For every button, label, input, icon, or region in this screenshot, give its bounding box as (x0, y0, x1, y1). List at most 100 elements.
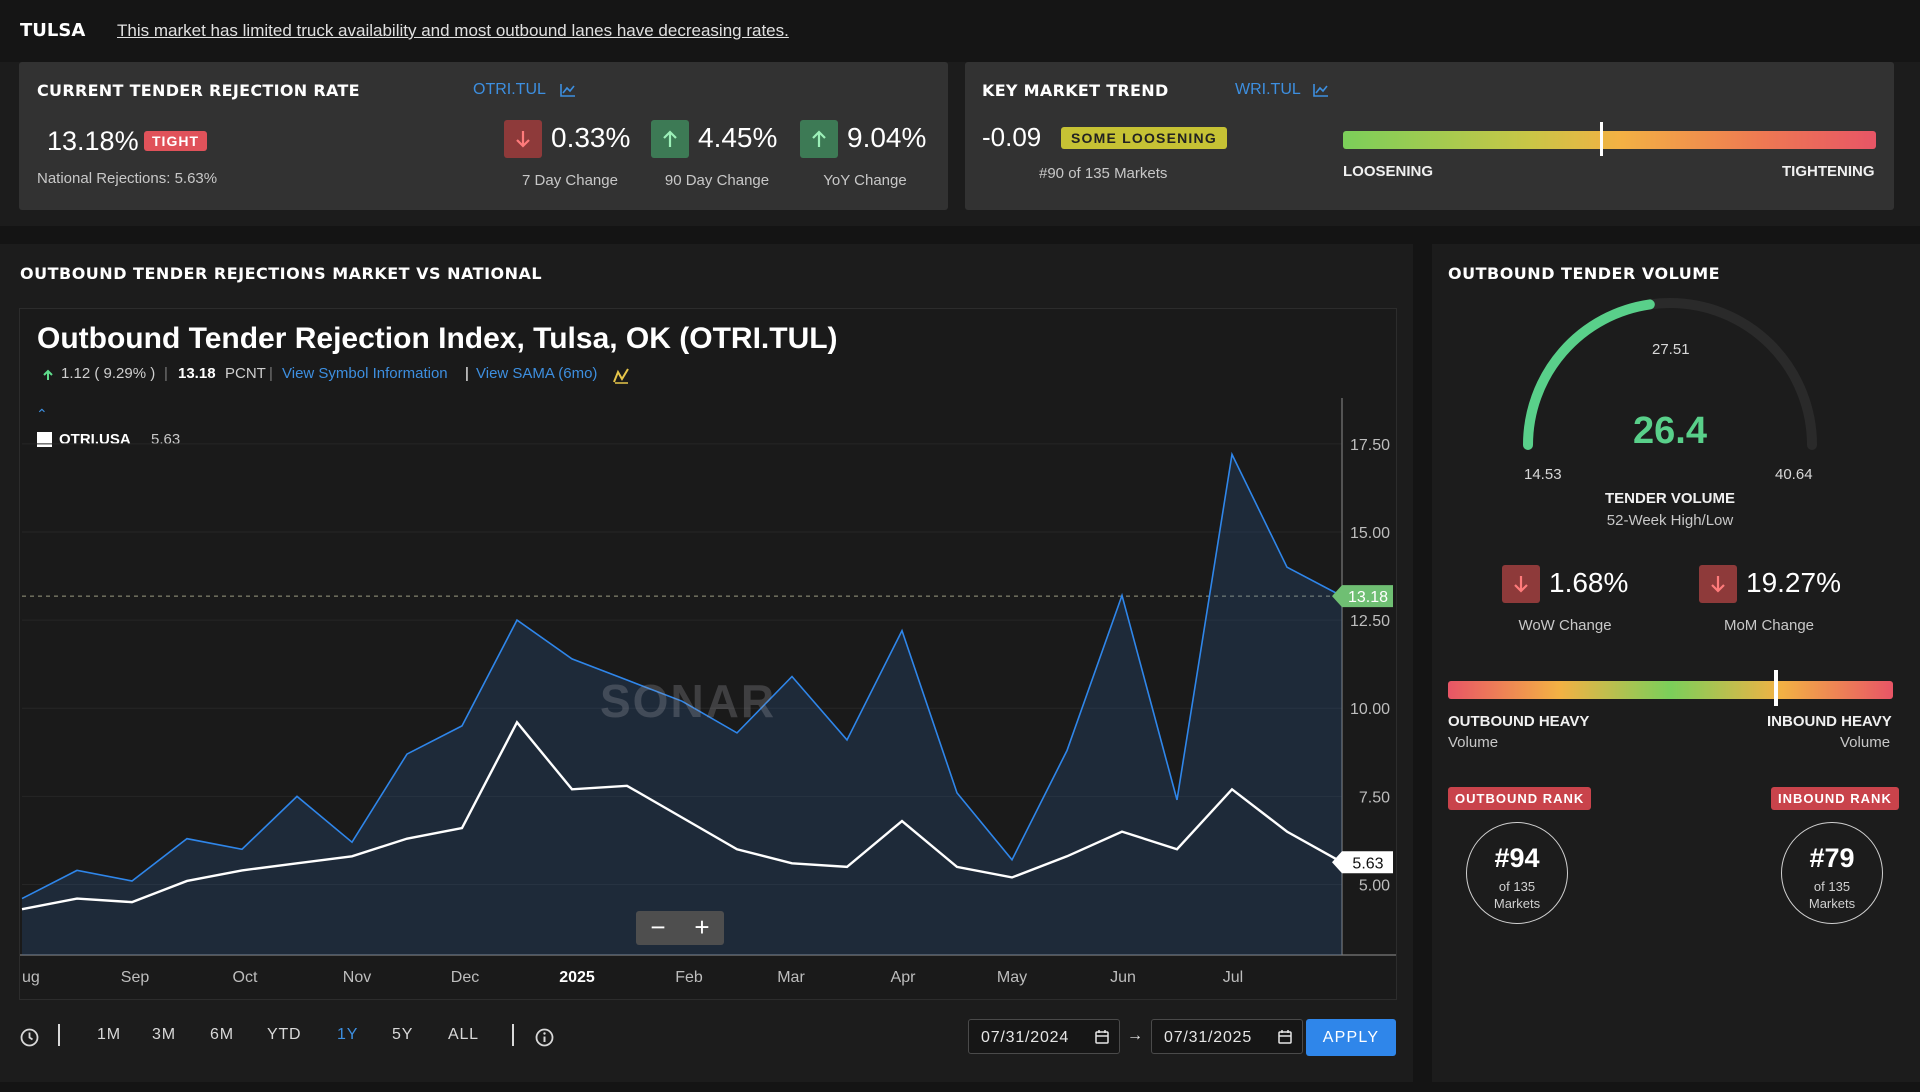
divider (512, 1024, 514, 1046)
inbound-heavy-sublabel: Volume (1840, 734, 1891, 751)
range-1y-button[interactable]: 1Y (337, 1026, 359, 1043)
clock-icon[interactable] (20, 1028, 39, 1047)
tightening-label: TIGHTENING (1782, 163, 1875, 180)
seven-day-change-label: 7 Day Change (522, 172, 618, 189)
trend-value: -0.09 (982, 122, 1042, 152)
otri-symbol-link[interactable]: OTRI.TUL (473, 81, 546, 98)
national-series-line (21, 720, 1343, 911)
rejection-card-title: CURRENT TENDER REJECTION RATE (37, 81, 360, 100)
inbound-rank-markets: Markets (1808, 896, 1856, 911)
start-date-field[interactable]: 07/31/2024 (968, 1019, 1120, 1054)
mom-change-value: 19.27% (1746, 567, 1841, 598)
zoom-controls: − + (636, 911, 724, 945)
view-symbol-info-link[interactable]: View Symbol Information (282, 365, 448, 382)
market-name: TULSA (20, 20, 86, 41)
sonar-watermark: SONAR (600, 675, 777, 727)
calendar-icon[interactable] (1095, 1030, 1109, 1044)
volume-balance-bar (1448, 681, 1893, 699)
trend-card-title: KEY MARKET TREND (982, 81, 1169, 100)
inbound-rank-value: #79 (1809, 843, 1855, 873)
zoom-in-button[interactable]: + (694, 912, 710, 942)
inbound-heavy-label: INBOUND HEAVY (1767, 713, 1892, 730)
zoom-out-button[interactable]: − (650, 912, 666, 942)
tight-badge: TIGHT (144, 131, 207, 151)
chart-icon[interactable] (1313, 83, 1329, 97)
range-6m-button[interactable]: 6M (210, 1026, 234, 1043)
gauge-low-label: 14.53 (1524, 466, 1562, 483)
sama-icon[interactable] (612, 367, 630, 384)
chart-title: Outbound Tender Rejection Index, Tulsa, … (37, 322, 838, 355)
arrow-down-icon (1699, 565, 1737, 603)
y-tick-label: 15.00 (1350, 525, 1390, 542)
x-tick-label: ug (22, 969, 40, 986)
outbound-heavy-label: OUTBOUND HEAVY (1448, 713, 1590, 730)
x-tick-label: Feb (675, 969, 703, 986)
rejections-section-title: OUTBOUND TENDER REJECTIONS MARKET VS NAT… (20, 264, 543, 283)
calendar-icon[interactable] (1278, 1030, 1292, 1044)
chart-unit: PCNT (225, 365, 266, 382)
tender-volume-label: TENDER VOLUME (1604, 490, 1735, 507)
market-last-value-label: 13.18 (1348, 589, 1388, 606)
range-1m-button[interactable]: 1M (97, 1026, 121, 1043)
range-ytd-button[interactable]: YTD (267, 1026, 302, 1043)
x-tick-label: Jun (1110, 969, 1136, 986)
inbound-rank-of: of 135 (1813, 879, 1851, 894)
volume-section-title: OUTBOUND TENDER VOLUME (1448, 264, 1721, 283)
x-tick-label: Nov (343, 969, 371, 986)
wri-symbol-link[interactable]: WRI.TUL (1235, 81, 1301, 98)
range-all-button[interactable]: ALL (448, 1026, 479, 1043)
x-tick-label: 2025 (559, 969, 595, 986)
bottom-strip (0, 1082, 1920, 1092)
volume-balance-marker (1774, 670, 1778, 706)
trend-scale-bar (1343, 131, 1876, 149)
gauge-mid-label: 27.51 (1652, 341, 1690, 358)
range-5y-button[interactable]: 5Y (392, 1026, 414, 1043)
info-icon[interactable] (535, 1028, 554, 1047)
view-sama-link[interactable]: View SAMA (6mo) (476, 365, 598, 382)
gauge-fill (1523, 299, 1655, 450)
separator: | (164, 365, 168, 382)
legend-swatch[interactable] (37, 432, 52, 447)
ninety-day-change-value: 4.45% (698, 122, 778, 153)
outbound-rank-badge: OUTBOUND RANK (1448, 787, 1592, 810)
national-rejections: National Rejections: 5.63% (37, 170, 218, 187)
top-bar: TULSA This market has limited truck avai… (0, 0, 1920, 62)
arrow-up-icon (800, 120, 838, 158)
inbound-rank-circle: #79 of 135 Markets (1781, 822, 1883, 924)
arrow-up-icon (651, 120, 689, 158)
market-series-area (22, 454, 1342, 955)
chart-current-value: 13.18 (178, 365, 216, 382)
gauge-high-label: 40.64 (1775, 466, 1813, 483)
y-tick-label: 10.00 (1350, 701, 1390, 718)
y-tick-label: 17.50 (1350, 437, 1390, 454)
trend-rank: #90 of 135 Markets (1039, 165, 1168, 182)
x-tick-label: Jul (1223, 969, 1243, 986)
market-message-link[interactable]: This market has limited truck availabili… (117, 21, 789, 40)
range-3m-button[interactable]: 3M (152, 1026, 176, 1043)
end-date-field[interactable]: 07/31/2025 (1151, 1019, 1303, 1054)
outbound-rank-markets: Markets (1493, 896, 1541, 911)
yoy-change-value: 9.04% (847, 122, 927, 153)
national-last-value-label: 5.63 (1352, 855, 1383, 872)
date-range-arrow: → (1127, 1027, 1143, 1044)
apply-button[interactable]: APPLY (1306, 1019, 1396, 1056)
separator: | (465, 365, 469, 382)
x-tick-label: May (997, 969, 1027, 986)
x-tick-label: Apr (891, 969, 917, 986)
tender-volume-gauge (1523, 298, 1817, 450)
y-tick-label: 12.50 (1350, 613, 1390, 630)
tender-volume-sublabel: 52-Week High/Low (1606, 512, 1734, 529)
y-tick-label: 7.50 (1359, 789, 1390, 806)
arrow-up-icon (43, 369, 53, 380)
chart-change: 1.12 ( 9.29% ) (61, 365, 156, 382)
market-last-value-label-bg (1332, 585, 1393, 608)
separator: | (269, 365, 273, 382)
rejection-value: 13.18% (47, 126, 139, 156)
divider (58, 1024, 60, 1046)
chart-icon[interactable] (560, 83, 576, 97)
x-tick-label: Sep (121, 969, 150, 986)
chevron-up-icon[interactable]: ⌃ (36, 406, 48, 422)
tender-volume-value: 26.4 (1633, 410, 1707, 452)
ninety-day-change-label: 90 Day Change (664, 172, 770, 189)
